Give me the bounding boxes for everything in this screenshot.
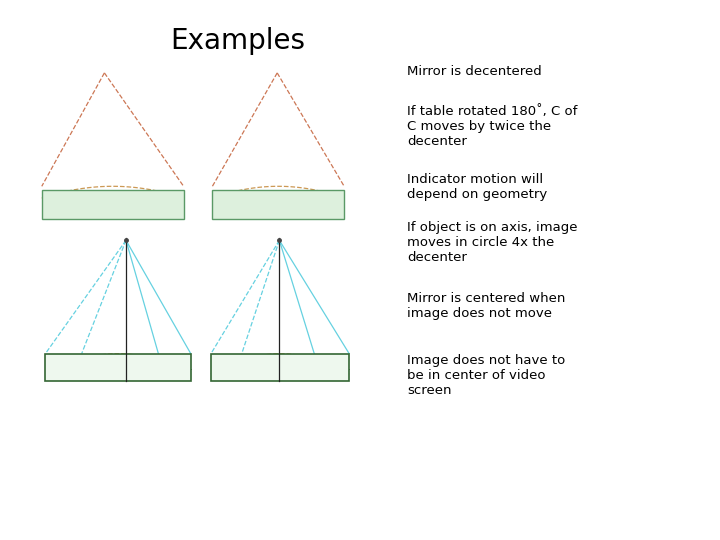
Text: If object is on axis, image
moves in circle 4x the
decenter: If object is on axis, image moves in cir… bbox=[407, 221, 577, 265]
Text: Image does not have to
be in center of video
screen: Image does not have to be in center of v… bbox=[407, 354, 565, 397]
Text: If table rotated 180˚, C of
C moves by twice the
decenter: If table rotated 180˚, C of C moves by t… bbox=[407, 105, 577, 148]
Text: Indicator motion will
depend on geometry: Indicator motion will depend on geometry bbox=[407, 173, 547, 201]
Bar bbox=[211, 354, 349, 381]
Text: Examples: Examples bbox=[170, 27, 305, 55]
Text: Mirror is decentered: Mirror is decentered bbox=[407, 65, 541, 78]
Text: Mirror is centered when
image does not move: Mirror is centered when image does not m… bbox=[407, 292, 565, 320]
Bar bbox=[45, 354, 191, 381]
Bar bbox=[212, 190, 344, 219]
Bar bbox=[42, 190, 184, 219]
